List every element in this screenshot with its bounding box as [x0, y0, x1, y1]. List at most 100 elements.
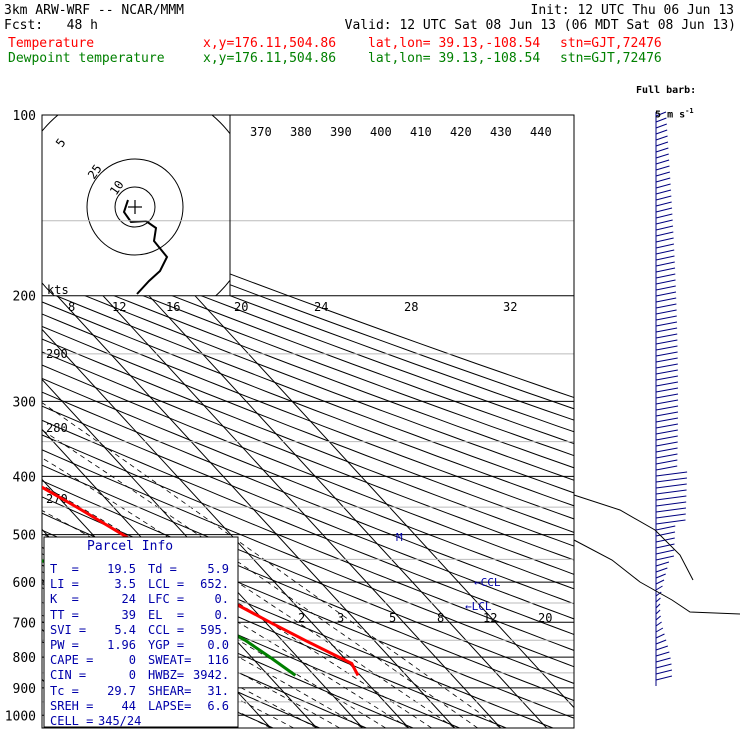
wind-barb	[655, 405, 679, 411]
model-title: 3km ARW-WRF -- NCAR/MMM	[4, 3, 185, 18]
parcel-info-cell: CAPE =	[50, 653, 94, 668]
pressure-tick-label: 200	[13, 290, 36, 305]
wind-barb	[655, 273, 676, 279]
dry-adiabat-line	[42, 313, 574, 520]
wind-barbs	[573, 111, 740, 686]
wind-barb	[655, 237, 674, 243]
isotherm-line	[42, 228, 502, 728]
temperature-legend-label: Temperature	[8, 36, 95, 51]
wind-barb	[655, 393, 679, 399]
wind-barb	[655, 279, 676, 285]
temperature-line	[42, 485, 360, 677]
dry-adiabat-line	[42, 289, 574, 494]
dewpoint-legend-label: Dewpoint temperature	[8, 51, 165, 66]
isotherm-line	[42, 378, 364, 728]
wind-barb	[655, 543, 675, 549]
barb-legend-line1: Full barb:	[636, 85, 697, 96]
mixing-ratio-label: 32	[503, 300, 517, 314]
wind-barb	[655, 627, 664, 633]
mixing-ratio-label: 20	[234, 300, 248, 314]
dry-adiabat-line	[42, 391, 574, 605]
parcel-info-cell: CIN =	[50, 668, 87, 683]
wind-barb	[655, 663, 672, 669]
mixing-ratio-label: 24	[314, 300, 328, 314]
parcel-info-cell: 24	[121, 592, 136, 607]
hodograph-ring-label: 25	[85, 162, 105, 182]
wind-barb	[655, 375, 678, 381]
dewpoint-latlon: lat,lon= 39.13,-108.54	[368, 51, 541, 66]
mixing-ratio-label: 8	[437, 611, 444, 625]
mixing-ratio-label: 3	[337, 611, 344, 625]
wind-barb	[655, 207, 673, 213]
wind-barb	[655, 477, 687, 483]
parcel-info-cell: CCL =	[148, 622, 185, 637]
wind-barb	[655, 675, 673, 681]
parcel-info-cell: 3.5	[114, 577, 136, 592]
temperature-station: stn=GJT,72476	[560, 36, 662, 51]
wind-barb	[655, 531, 676, 537]
dry-adiabat-line	[42, 405, 574, 620]
theta-label: 370	[250, 125, 272, 139]
wind-barb	[655, 441, 678, 447]
parcel-info-cell: 29.7	[107, 683, 136, 698]
wind-barb	[655, 303, 677, 309]
wind-barb	[655, 327, 678, 333]
wind-barb	[655, 495, 687, 501]
wind-barb	[655, 363, 678, 369]
theta-label: 400	[370, 125, 392, 139]
pressure-tick-label: 900	[13, 682, 36, 697]
wind-barb	[655, 285, 676, 291]
wind-barb	[655, 321, 678, 327]
dry-adiabat-side-label: 280	[46, 421, 68, 435]
parcel-info-cell: K =	[50, 592, 79, 607]
plot-frame	[41, 114, 575, 729]
dry-adiabat-line	[42, 222, 574, 421]
wind-barb	[655, 471, 688, 477]
wind-barb	[655, 501, 687, 507]
wind-barb	[655, 645, 668, 651]
dry-adiabat-line	[42, 351, 574, 561]
wind-barb	[655, 153, 669, 159]
wind-barb	[655, 189, 672, 195]
dry-adiabat-line	[42, 449, 574, 668]
wind-barb	[655, 351, 678, 357]
pressure-tick-label: 400	[13, 470, 36, 485]
parcel-info-cell: 6.6	[207, 698, 229, 713]
wind-barb	[655, 117, 667, 123]
wind-barb	[655, 357, 678, 363]
wind-barb	[655, 267, 676, 273]
wind-barb	[655, 213, 673, 219]
dry-adiabat-line	[42, 200, 574, 399]
wind-barb	[655, 291, 677, 297]
parcel-info-cell: Td =	[148, 562, 177, 576]
parcel-info-cell: 0.	[214, 592, 229, 607]
mixing-ratio-label: 16	[166, 300, 180, 314]
mixing-ratio-label: 20	[538, 611, 552, 625]
parcel-info-cell: 39	[121, 607, 136, 622]
wind-barb	[655, 669, 673, 675]
parcel-info-cell: 345/24	[98, 714, 142, 728]
barb-panel-edge	[573, 494, 694, 581]
wind-barb	[655, 111, 667, 117]
dry-adiabat-line	[42, 419, 574, 636]
theta-label: 440	[530, 125, 552, 139]
dry-adiabat-line	[42, 211, 574, 410]
theta-label: 380	[290, 125, 312, 139]
wind-barb	[655, 435, 678, 441]
parcel-info-cell: 0	[128, 653, 136, 668]
theta-label: 430	[490, 125, 512, 139]
init-time: Init: 12 UTC Thu 06 Jun 13	[530, 3, 735, 18]
wind-barb	[655, 225, 674, 231]
wind-barb	[655, 453, 678, 459]
parcel-info-cell: CELL =	[50, 714, 94, 728]
mixing-ratio-label: 12	[483, 611, 497, 625]
wind-barb	[655, 579, 665, 585]
wind-barb	[655, 147, 669, 153]
hodograph-background	[42, 115, 230, 296]
parcel-info-frame	[43, 536, 239, 728]
wind-barb	[655, 513, 686, 519]
dry-adiabat-line	[42, 277, 574, 481]
parcel-info-cell: 31.	[207, 683, 229, 698]
wind-barb	[655, 261, 675, 267]
